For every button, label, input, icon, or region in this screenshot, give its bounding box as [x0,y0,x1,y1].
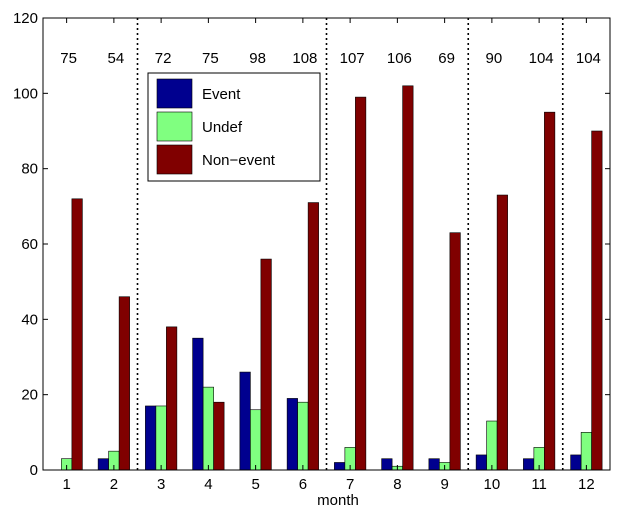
bar-non-event [496,194,508,471]
legend-swatch-undef [156,111,193,142]
month-total-label: 104 [529,50,554,67]
bar-non-event [544,111,556,471]
bar-non-event [355,96,367,471]
month-total-label: 98 [249,50,266,67]
bar-event [334,462,346,471]
season-dividers [136,18,564,470]
x-axis-title: month [317,492,359,508]
month-total-label: 104 [576,50,601,67]
x-tick-label: 6 [299,476,307,493]
bar-non-event [213,401,225,471]
x-tick-label: 7 [346,476,354,493]
legend-swatch-event [156,78,193,109]
month-total-label: 106 [387,50,412,67]
bar-event [428,458,440,471]
totals-group: 75 54 72 75 98 108 107 106 69 90 104 104 [60,50,601,67]
bar-non-event [402,85,414,471]
month-total-label: 107 [340,50,365,67]
legend: Event Undef Non−event [147,72,321,182]
month-total-label: 108 [292,50,317,67]
x-tick-label: 8 [393,476,401,493]
month-total-label: 54 [108,50,125,67]
bar-event [239,371,251,471]
bar-non-event [449,232,461,471]
bar-event [475,454,487,471]
y-tick-label: 20 [21,387,38,404]
x-tick-label: 1 [62,476,70,493]
legend-label-non-event: Non−event [202,152,276,169]
y-tick-label: 0 [30,462,38,479]
bar-undef [202,386,214,471]
bars-group [61,85,603,471]
bar-event [523,458,535,471]
x-tick-label: 12 [578,476,595,493]
bar-non-event [71,198,83,471]
month-total-label: 75 [60,50,77,67]
bar-non-event [591,130,603,471]
x-tick-label: 5 [251,476,259,493]
bar-event [145,405,157,471]
bar-non-event [260,258,272,471]
bar-undef [250,409,262,471]
month-total-label: 90 [486,50,503,67]
month-total-label: 72 [155,50,172,67]
y-tick-label: 40 [21,311,38,328]
legend-swatch-non-event [156,144,193,175]
y-tick-label: 120 [13,10,38,27]
x-tick-label: 11 [531,476,547,493]
bar-undef [297,401,309,471]
month-total-label: 75 [202,50,219,67]
bar-event [192,337,204,471]
x-tick-label: 10 [484,476,501,493]
bar-non-event [307,202,319,471]
x-tick-label: 9 [440,476,448,493]
bar-non-event [166,326,178,471]
y-tick-label: 100 [13,85,38,102]
month-total-label: 69 [438,50,455,67]
bar-event [97,458,109,471]
bar-undef [580,432,592,471]
bar-event [570,454,582,471]
x-tick-label: 3 [157,476,165,493]
legend-label-event: Event [202,86,241,103]
x-tick-label: 2 [110,476,118,493]
y-tick-label: 80 [21,161,38,178]
y-tick-label: 60 [21,236,38,253]
bar-event [381,458,393,471]
bar-event [286,398,298,471]
legend-label-undef: Undef [202,119,243,136]
bar-undef [486,420,498,471]
bar-non-event [118,296,130,471]
x-tick-label: 4 [204,476,212,493]
bar-undef [155,405,167,471]
